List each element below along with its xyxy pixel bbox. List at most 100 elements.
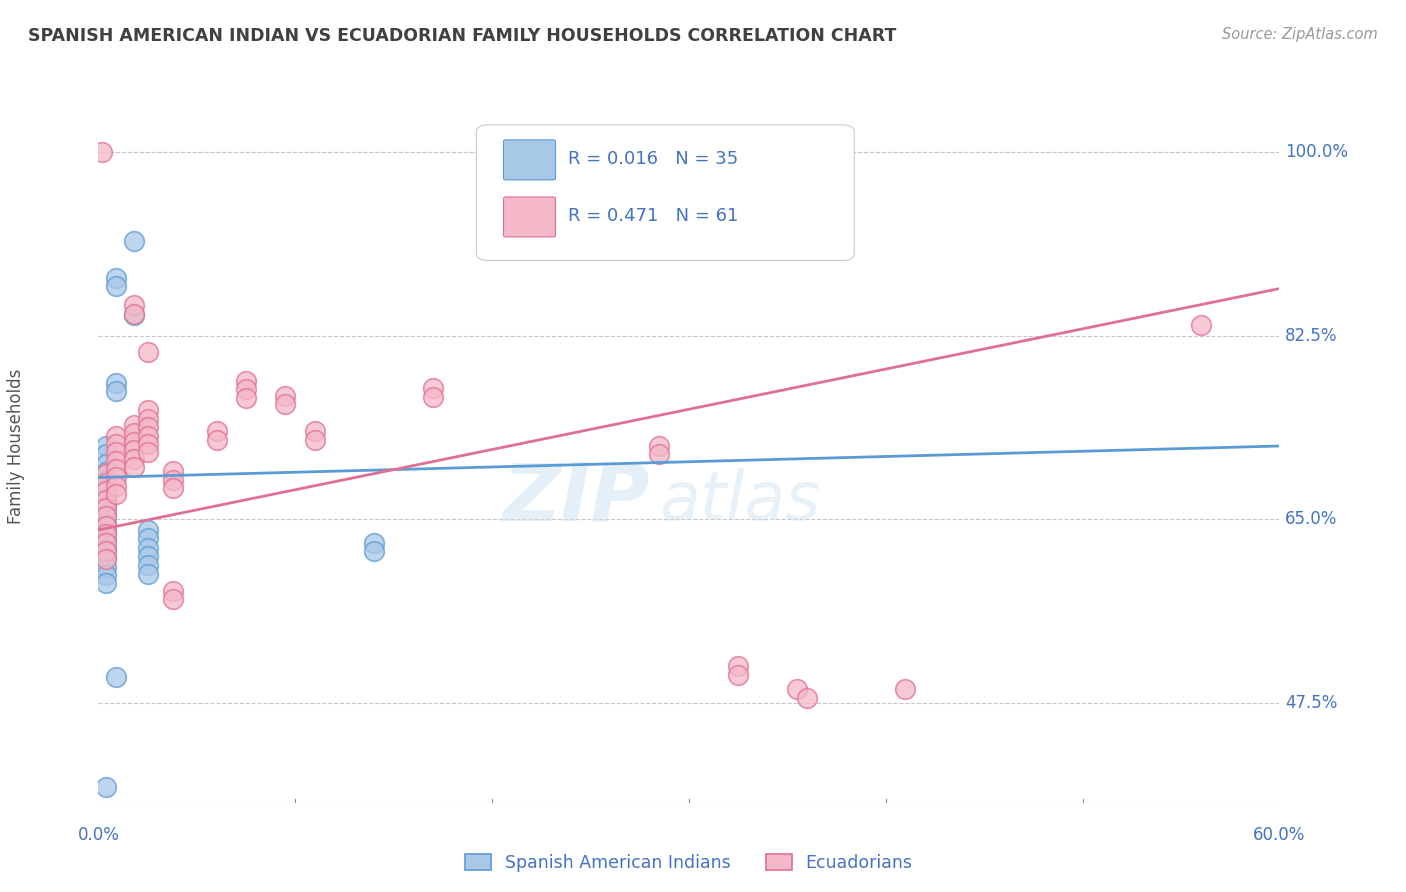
Point (96, 535, 118, 549)
Point (162, 592, 184, 607)
Point (205, 425, 228, 439)
Point (96, 576, 118, 591)
Legend: Spanish American Indians, Ecuadorians: Spanish American Indians, Ecuadorians (458, 847, 920, 879)
Point (122, 307, 145, 321)
Point (136, 428, 159, 442)
Text: 65.0%: 65.0% (1285, 510, 1337, 528)
Point (894, 682, 917, 697)
Point (136, 549, 159, 564)
Point (96, 499, 118, 513)
Point (274, 397, 297, 411)
Point (96, 507, 118, 521)
Point (96, 568, 118, 582)
Point (91, 145, 114, 160)
Point (105, 462, 128, 476)
Point (363, 535, 385, 549)
Point (122, 451, 145, 466)
Point (96, 500, 118, 515)
Text: 82.5%: 82.5% (1285, 326, 1339, 345)
Point (96, 484, 118, 499)
Point (136, 403, 159, 417)
Text: SPANISH AMERICAN INDIAN VS ECUADORIAN FAMILY HOUSEHOLDS CORRELATION CHART: SPANISH AMERICAN INDIAN VS ECUADORIAN FA… (28, 27, 897, 45)
Point (96, 474, 118, 488)
Point (136, 437, 159, 451)
Point (422, 381, 444, 395)
Point (136, 523, 159, 537)
Point (136, 344, 159, 359)
Point (105, 445, 128, 459)
Point (136, 411, 159, 425)
Text: atlas: atlas (659, 467, 821, 533)
Point (96, 527, 118, 541)
Point (648, 447, 671, 461)
Point (136, 541, 159, 555)
Point (122, 298, 145, 312)
Point (304, 433, 326, 447)
Point (96, 475, 118, 490)
Text: 100.0%: 100.0% (1285, 143, 1348, 161)
Point (96, 457, 118, 471)
Text: R = 0.016   N = 35: R = 0.016 N = 35 (568, 150, 738, 168)
Point (96, 491, 118, 505)
Text: Family Households: Family Households (7, 368, 25, 524)
FancyBboxPatch shape (477, 125, 855, 260)
Text: 47.5%: 47.5% (1285, 694, 1337, 712)
Point (122, 308, 145, 322)
Point (105, 271, 128, 285)
Point (1189, 318, 1212, 333)
Point (105, 437, 128, 451)
Point (648, 439, 671, 453)
Point (96, 465, 118, 479)
Point (105, 384, 128, 399)
Point (105, 376, 128, 390)
Point (274, 389, 297, 403)
Point (162, 481, 184, 495)
Point (162, 583, 184, 598)
Point (122, 417, 145, 432)
Point (122, 434, 145, 449)
Point (96, 552, 118, 566)
Point (96, 551, 118, 566)
Point (122, 235, 145, 249)
Point (105, 428, 128, 442)
Point (136, 558, 159, 572)
Point (422, 390, 444, 404)
Point (96, 516, 118, 530)
Text: 0.0%: 0.0% (77, 826, 120, 844)
Text: Source: ZipAtlas.com: Source: ZipAtlas.com (1222, 27, 1378, 42)
Point (96, 533, 118, 548)
Point (235, 382, 257, 396)
Point (96, 780, 118, 794)
Point (235, 374, 257, 388)
Point (96, 467, 118, 482)
Point (96, 544, 118, 558)
Point (786, 682, 808, 697)
Point (105, 670, 128, 684)
Point (96, 541, 118, 556)
Point (96, 439, 118, 453)
FancyBboxPatch shape (503, 140, 555, 180)
Point (96, 482, 118, 496)
Point (96, 559, 118, 574)
Point (136, 567, 159, 582)
Point (727, 659, 749, 673)
Point (122, 426, 145, 441)
Point (96, 447, 118, 461)
Point (96, 518, 118, 533)
Point (136, 420, 159, 434)
Point (105, 479, 128, 493)
Point (162, 464, 184, 478)
Text: R = 0.471   N = 61: R = 0.471 N = 61 (568, 207, 738, 225)
FancyBboxPatch shape (503, 197, 555, 237)
Point (205, 433, 228, 447)
Point (304, 425, 326, 439)
Point (727, 667, 749, 681)
Point (122, 460, 145, 475)
Point (162, 473, 184, 487)
Text: ZIP: ZIP (502, 459, 650, 538)
Point (96, 524, 118, 539)
Point (105, 453, 128, 467)
Point (105, 470, 128, 484)
Point (105, 487, 128, 501)
Text: 60.0%: 60.0% (1253, 826, 1306, 844)
